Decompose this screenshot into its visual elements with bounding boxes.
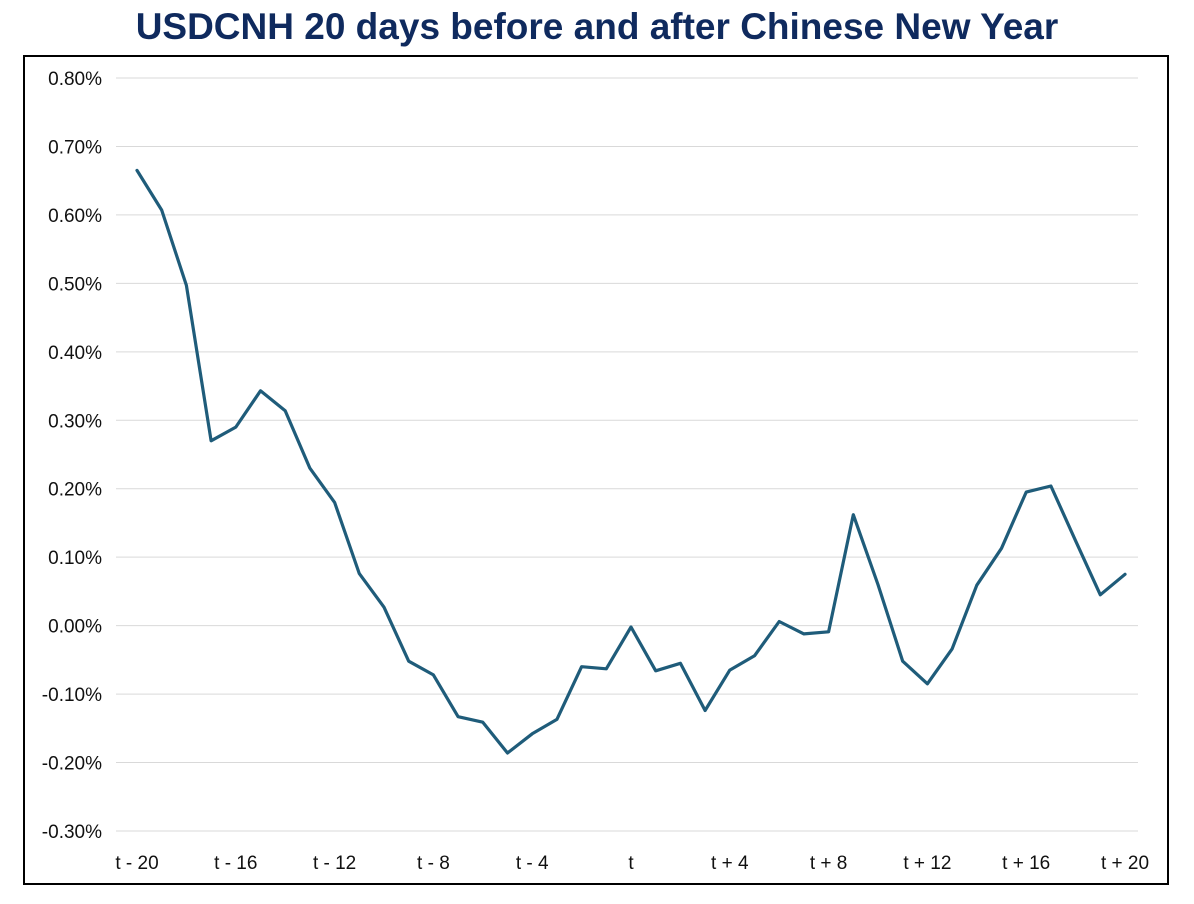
y-tick-label: 0.10% [48, 548, 102, 569]
data-point [382, 605, 386, 609]
data-point [1074, 539, 1078, 543]
data-point [1123, 572, 1127, 576]
data-point [407, 659, 411, 663]
data-point [925, 682, 929, 686]
x-tick-label: t [628, 853, 634, 874]
data-point [308, 466, 312, 470]
data-point [1049, 484, 1053, 488]
data-point [184, 283, 188, 287]
y-tick-label: 0.00% [48, 617, 102, 638]
data-point [777, 620, 781, 624]
y-tick-label: -0.10% [42, 685, 102, 706]
y-tick-label: 0.20% [48, 480, 102, 501]
data-point [802, 632, 806, 636]
gridlines [116, 77, 1138, 832]
data-point [851, 513, 855, 517]
data-point [555, 717, 559, 721]
data-point [234, 425, 238, 429]
x-tick-label: t - 4 [516, 853, 549, 874]
data-point [160, 208, 164, 212]
data-point [901, 659, 905, 663]
data-point [753, 654, 757, 658]
data-point [506, 751, 510, 755]
x-axis-tick-labels: t - 20 t - 16 t - 12 t - 8 t - 4 t t + 4 t + 8 t… [115, 853, 1149, 874]
chart-title: USDCNH 20 days before and after Chinese … [135, 6, 1059, 47]
x-tick-label: t + 12 [903, 853, 951, 874]
x-tick-label: t - 8 [417, 853, 450, 874]
data-point [481, 720, 485, 724]
y-tick-label: 0.50% [48, 274, 102, 295]
x-tick-label: t + 20 [1101, 853, 1149, 874]
data-point [209, 439, 213, 443]
y-tick-label: -0.30% [42, 822, 102, 843]
x-tick-label: t + 8 [810, 853, 848, 874]
y-tick-label: 0.30% [48, 411, 102, 432]
data-point [728, 668, 732, 672]
data-point [654, 669, 658, 673]
series-group [135, 168, 1127, 755]
data-point [456, 715, 460, 719]
x-tick-label: t - 12 [313, 853, 356, 874]
data-point [333, 500, 337, 504]
data-point [1000, 546, 1004, 550]
y-axis-tick-labels: 0.80% 0.70% 0.60% 0.50% 0.40% 0.30% 0.20% 0.10%… [42, 69, 102, 843]
data-point [975, 583, 979, 587]
y-tick-label: 0.70% [48, 137, 102, 158]
y-tick-label: 0.80% [48, 69, 102, 90]
data-point [135, 168, 139, 172]
y-tick-label: -0.20% [42, 754, 102, 775]
x-tick-label: t - 20 [115, 853, 158, 874]
y-tick-label: 0.40% [48, 343, 102, 364]
data-point [950, 647, 954, 651]
data-point [1098, 593, 1102, 597]
data-point [876, 583, 880, 587]
y-tick-label: 0.60% [48, 206, 102, 227]
data-point [1024, 490, 1028, 494]
data-point [604, 667, 608, 671]
data-point [431, 673, 435, 677]
data-point [678, 661, 682, 665]
chart-frame [23, 55, 1169, 885]
data-point [629, 625, 633, 629]
x-tick-label: t - 16 [214, 853, 257, 874]
data-point [259, 389, 263, 393]
x-tick-label: t + 4 [711, 853, 749, 874]
data-point [580, 665, 584, 669]
x-tick-label: t + 16 [1002, 853, 1050, 874]
data-point [703, 709, 707, 713]
series-line [135, 168, 1127, 755]
data-point [827, 630, 831, 634]
data-point [357, 572, 361, 576]
data-point [530, 732, 534, 736]
data-point [283, 409, 287, 413]
